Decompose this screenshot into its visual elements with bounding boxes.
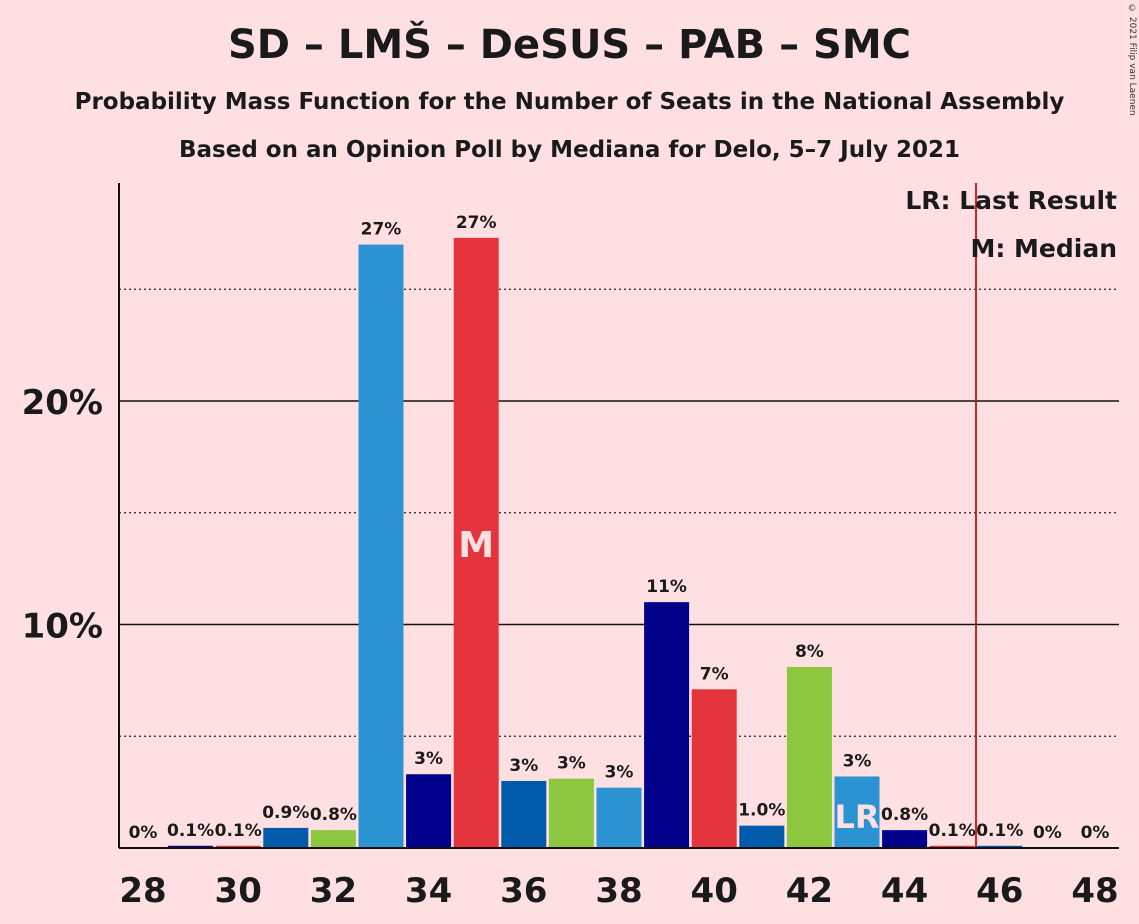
x-tick-label: 42 [786,871,833,911]
bar-seat-40 [691,689,737,848]
bar-seat-44 [882,830,928,848]
bar-seat-31 [263,827,309,848]
x-tick-label: 30 [215,871,262,911]
gridlines [119,288,1119,737]
bar-label-seat-35: 27% [456,213,497,233]
bar-label-seat-44: 0.8% [881,805,928,825]
y-tick-label: 10% [22,607,103,647]
bar-label-seat-48: 0% [1081,823,1110,843]
x-tick-label: 34 [405,871,452,911]
bar-seat-36 [501,780,547,848]
bar-seat-34 [406,774,452,848]
bar-label-seat-41: 1.0% [738,801,785,821]
bar-label-seat-46: 0.1% [976,821,1023,841]
legend-last-result: LR: Last Result [905,186,1117,215]
bar-label-seat-45: 0.1% [929,821,976,841]
legend-median: M: Median [970,234,1117,263]
bar-seat-33 [358,244,404,849]
bar-seat-45 [929,845,975,848]
bar-seat-30 [215,845,261,848]
bar-seat-43 [834,776,880,848]
bar-label-seat-39: 11% [646,577,687,597]
bar-label-seat-43: 3% [843,751,872,771]
bar-seat-42 [786,666,832,848]
bar-label-seat-40: 7% [700,664,729,684]
bar-labels: 0% 0.1% 0.1%0.9% 0.8%27%3%27%3% 3% 3%11%7%1.0… [129,213,1110,843]
chart-subtitle-source: Based on an Opinion Poll by Mediana for … [178,137,960,163]
bar-seat-35 [453,237,499,849]
bar-seat-32 [310,830,356,848]
x-tick-label: 38 [595,871,642,911]
x-tick-label: 36 [500,871,547,911]
x-tick-label: 32 [310,871,357,911]
bar-label-seat-37: 3% [557,754,586,774]
last-result-marker: LR [834,798,879,836]
y-tick-label: 20% [22,383,103,423]
bar-label-seat-34: 3% [414,749,443,769]
bar-seat-39 [644,602,690,848]
bar-seat-37 [548,778,594,848]
bar-label-seat-33: 27% [361,220,402,240]
legend: LR: Last Result M: Median [905,186,1117,263]
bar-seat-46 [977,845,1023,848]
axes: 10% 20% 28 30 32 34 36 38 40 42 44 46 48 [22,183,1119,911]
bar-label-seat-32: 0.8% [310,805,357,825]
copyright-notice: © 2021 Filip van Laenen [1127,4,1137,116]
bars [168,237,1023,849]
bar-label-seat-29: 0.1% [167,821,214,841]
chart-subtitle: Probability Mass Function for the Number… [74,89,1065,115]
x-tick-label: 40 [691,871,738,911]
bar-label-seat-38: 3% [605,763,634,783]
x-tick-label: 28 [119,871,166,911]
x-tick-label: 46 [976,871,1023,911]
chart-title: SD – LMŠ – DeSUS – PAB – SMC [227,22,911,68]
bar-label-seat-28: 0% [129,823,158,843]
bar-label-seat-30: 0.1% [215,821,262,841]
bar-seat-38 [596,787,642,848]
bar-label-seat-31: 0.9% [262,803,309,823]
bar-label-seat-47: 0% [1033,823,1062,843]
x-tick-label: 48 [1071,871,1118,911]
bar-label-seat-42: 8% [795,642,824,662]
bar-seat-29 [168,845,214,848]
x-tick-label: 44 [881,871,928,911]
bar-seat-41 [739,825,785,848]
bar-label-seat-36: 3% [509,756,538,776]
median-marker: M [458,525,494,566]
